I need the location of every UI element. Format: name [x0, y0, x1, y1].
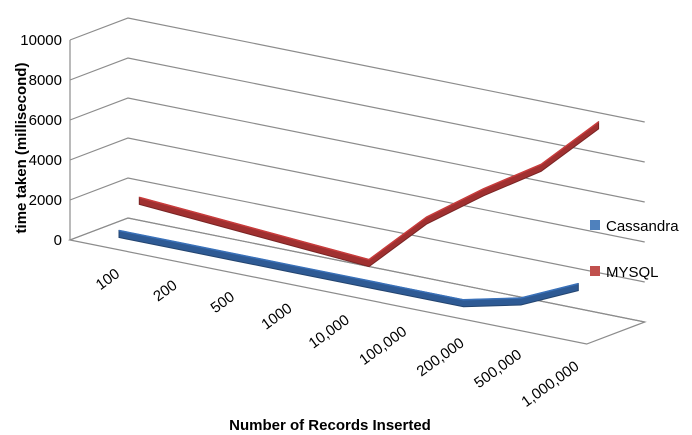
x-axis-title: Number of Records Inserted: [229, 417, 431, 434]
series-mysql: [138, 120, 600, 268]
x-tick-label: 500,000: [471, 346, 525, 392]
x-tick-label: 100: [93, 265, 123, 293]
gridline: [69, 217, 645, 323]
gridline: [69, 177, 645, 283]
legend-label-mysql: MYSQL: [606, 264, 659, 281]
x-tick-label: 10,000: [306, 311, 353, 352]
gridlines: [69, 17, 645, 323]
legend: Cassandra MYSQL: [590, 218, 679, 281]
x-tick-label: 200,000: [414, 335, 468, 381]
series-line-cassandra: [118, 229, 579, 301]
y-axis-ticks: 0 2000 4000 6000 8000 10000: [20, 32, 62, 249]
legend-label-cassandra: Cassandra: [606, 218, 679, 235]
series-layer: [118, 120, 600, 308]
gridline: [69, 137, 645, 243]
series-cassandra: [118, 229, 579, 308]
x-tick-label: 200: [150, 277, 180, 305]
x-tick-label: 1,000,000: [518, 358, 582, 411]
legend-item-mysql[interactable]: MYSQL: [590, 264, 659, 281]
y-axis-title: time taken (millisecond): [13, 63, 30, 234]
y-tick-label: 0: [54, 232, 62, 249]
x-tick-label: 500: [208, 288, 238, 316]
legend-item-cassandra[interactable]: Cassandra: [590, 218, 679, 235]
x-tick-label: 100,000: [356, 323, 410, 369]
y-tick-label: 6000: [29, 112, 62, 129]
x-axis-ticks: 100 200 500 1000 10,000 100,000 200,000 500,000…: [93, 265, 583, 410]
gridline: [69, 97, 645, 203]
x-tick-label: 1000: [258, 300, 295, 333]
series-line-mysql: [139, 121, 600, 261]
legend-swatch-cassandra: [590, 220, 600, 230]
y-tick-label: 8000: [29, 72, 62, 89]
legend-swatch-mysql: [590, 266, 600, 276]
y-tick-label: 4000: [29, 152, 62, 169]
gridline: [69, 57, 645, 163]
y-tick-label: 10000: [20, 32, 62, 49]
gridline: [69, 17, 645, 123]
y-tick-label: 2000: [29, 192, 62, 209]
